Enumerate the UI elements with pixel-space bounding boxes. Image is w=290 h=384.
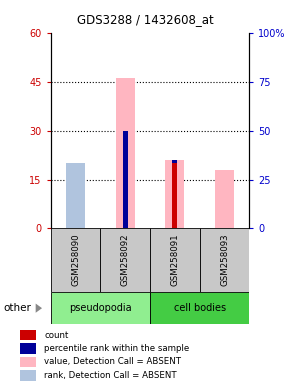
Bar (100, 228, 150, 292)
Text: GDS3288 / 1432608_at: GDS3288 / 1432608_at (77, 13, 213, 26)
Bar (150, 228, 200, 292)
Text: percentile rank within the sample: percentile rank within the sample (44, 344, 189, 353)
Bar (150, 292, 249, 324)
Text: GSM258090: GSM258090 (71, 234, 80, 286)
Bar (123, 131, 128, 228)
Text: GSM258093: GSM258093 (220, 234, 229, 286)
Bar (200, 228, 249, 292)
Bar (20, 370, 36, 381)
Text: GSM258092: GSM258092 (121, 234, 130, 286)
Bar (20, 356, 36, 367)
Polygon shape (36, 303, 42, 313)
Text: GSM258091: GSM258091 (171, 234, 180, 286)
Bar (51, 292, 150, 324)
Bar (20, 343, 36, 354)
Bar (20, 329, 36, 341)
Text: other: other (3, 303, 31, 313)
Bar (66, 163, 85, 228)
Bar (166, 160, 184, 228)
Bar (215, 170, 234, 228)
Bar (173, 163, 177, 228)
Text: pseudopodia: pseudopodia (69, 303, 132, 313)
Text: count: count (44, 331, 68, 339)
Bar (66, 163, 85, 228)
Bar (51, 228, 100, 292)
Text: value, Detection Call = ABSENT: value, Detection Call = ABSENT (44, 358, 181, 366)
Bar (116, 78, 135, 228)
Text: cell bodies: cell bodies (174, 303, 226, 313)
Text: rank, Detection Call = ABSENT: rank, Detection Call = ABSENT (44, 371, 177, 380)
Bar (173, 160, 177, 163)
